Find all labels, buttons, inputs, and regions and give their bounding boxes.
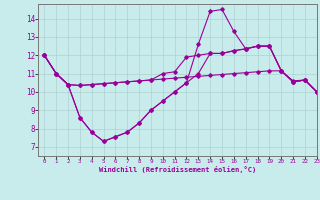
X-axis label: Windchill (Refroidissement éolien,°C): Windchill (Refroidissement éolien,°C) — [99, 166, 256, 173]
